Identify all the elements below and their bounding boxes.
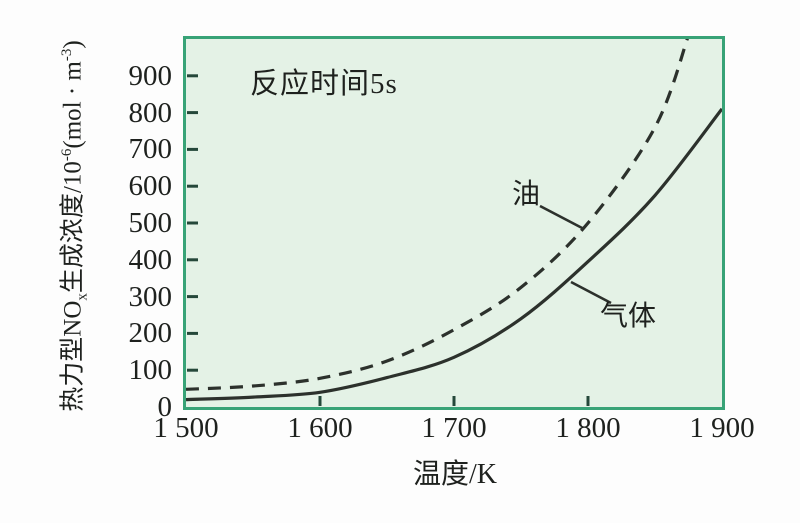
leader-gas — [570, 280, 612, 305]
x-tick-label: 1 500 — [153, 412, 219, 444]
leader-oil — [539, 204, 585, 231]
y-tick-label: 300 — [128, 280, 173, 313]
y-axis-title-part: -3 — [59, 48, 76, 62]
x-tick-label: 1 900 — [689, 412, 755, 444]
x-axis-title: 温度/K — [412, 459, 498, 490]
y-axis-title-part: x — [74, 293, 91, 301]
plot-area — [183, 36, 725, 410]
y-tick-label: 0 — [157, 391, 173, 423]
y-axis-title-part: 生成浓度/10 — [59, 161, 87, 294]
reaction-time-annotation: 反应时间5s — [250, 68, 398, 100]
curve-气体 — [186, 107, 722, 402]
y-tick-label: 900 — [128, 59, 173, 92]
x-tick-label: 1 700 — [421, 412, 487, 444]
y-axis-title-part: -6 — [59, 148, 76, 162]
y-tick-label: 600 — [128, 170, 173, 203]
x-tick-label: 1 800 — [555, 412, 621, 444]
curve-油 — [186, 39, 689, 391]
y-tick-label: 800 — [128, 96, 173, 129]
series-label-oil: 油 — [511, 179, 541, 210]
y-tick-label: 700 — [128, 133, 173, 166]
y-axis-title-part: (mol · m — [59, 61, 87, 149]
x-tick-label: 1 600 — [287, 412, 353, 444]
y-tick-label: 100 — [128, 354, 173, 387]
y-axis-title: 热力型NOx生成浓度/10-6(mol · m-3) — [53, 40, 92, 411]
y-tick-label: 200 — [128, 317, 173, 350]
y-axis-title-part: ) — [59, 40, 87, 49]
y-tick-label: 500 — [128, 207, 173, 239]
y-tick-label: 400 — [128, 243, 173, 276]
series-label-gas: 气体 — [599, 301, 657, 332]
y-axis-title-part: 热力型NO — [59, 300, 87, 412]
